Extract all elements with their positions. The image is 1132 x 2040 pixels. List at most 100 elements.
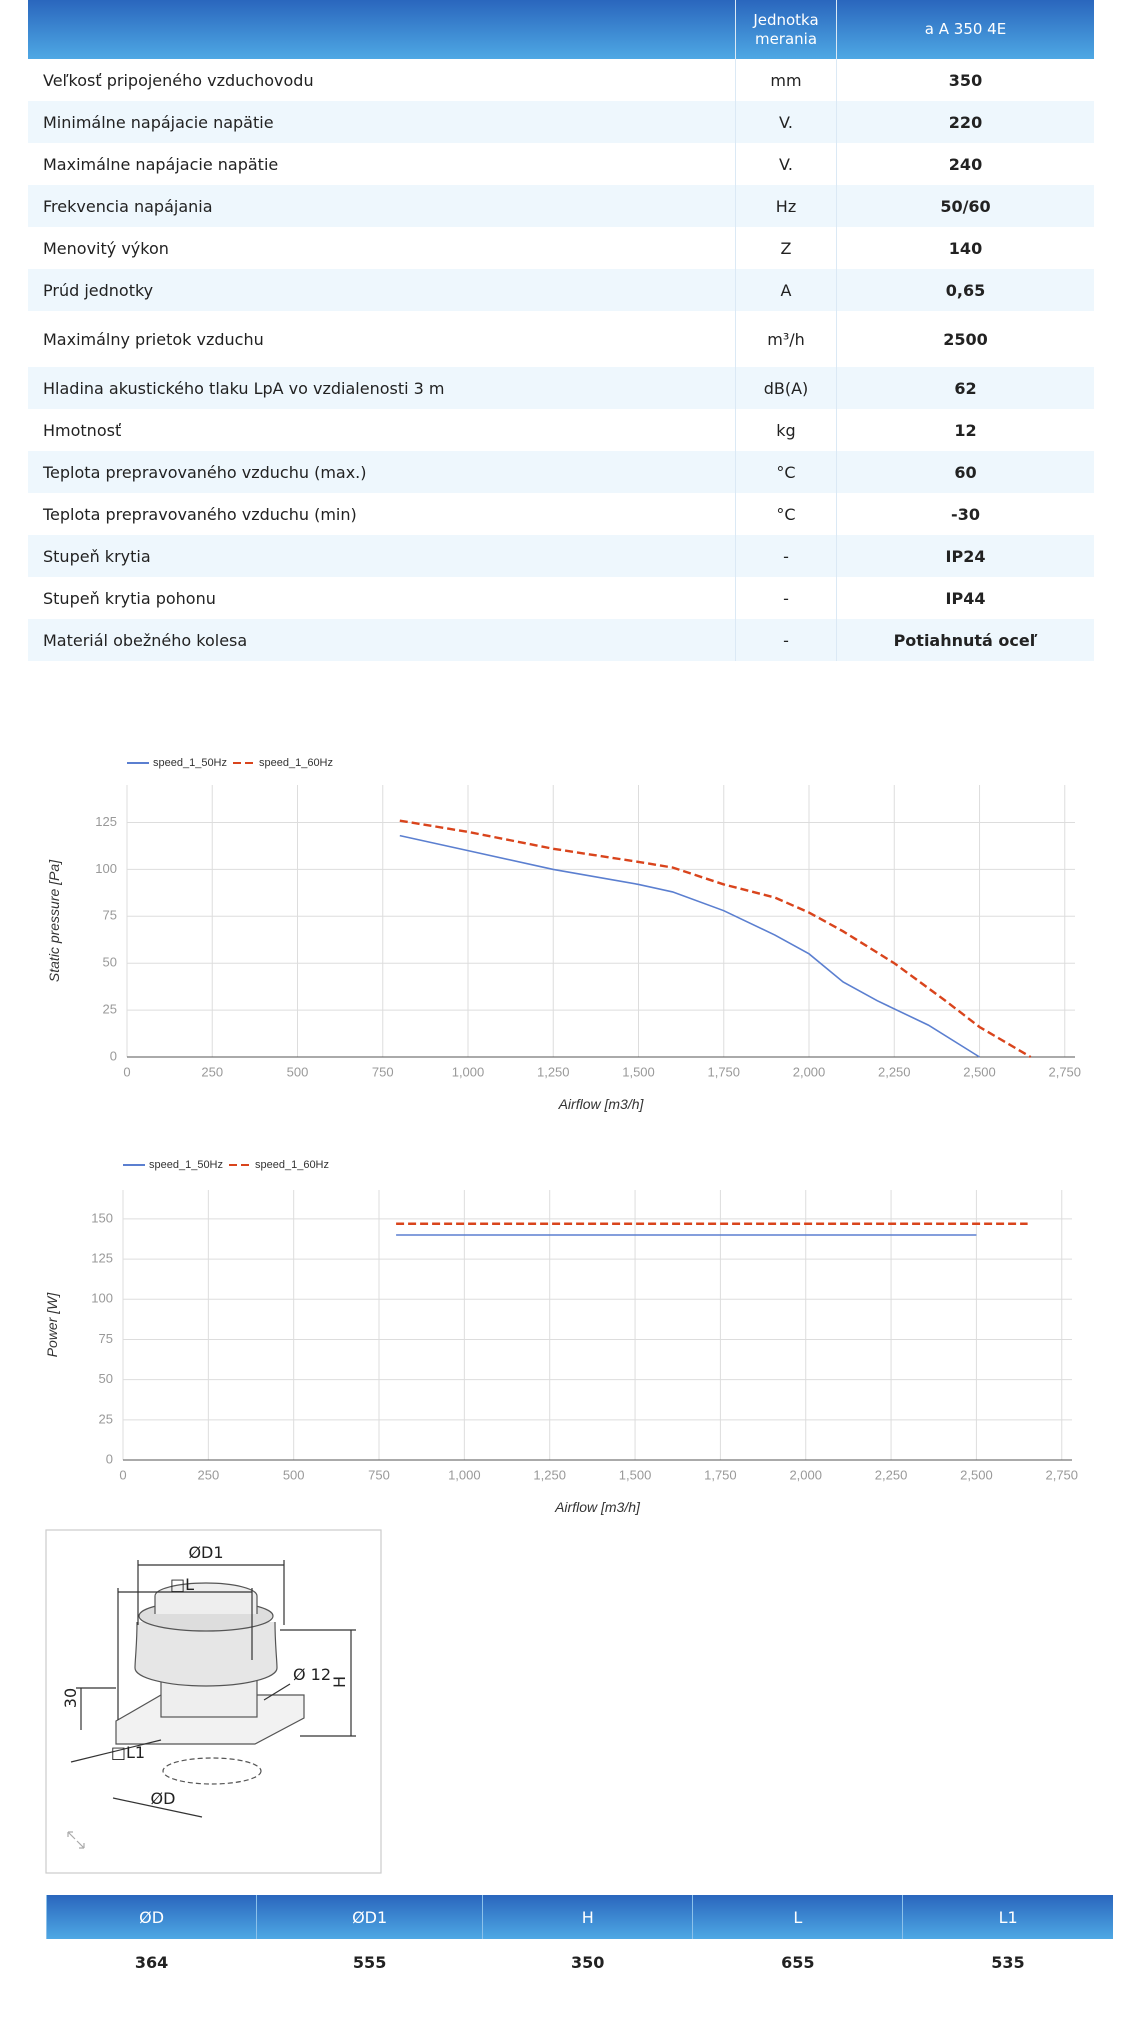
y-tick-label: 50 bbox=[99, 1371, 113, 1386]
x-tick-label: 1,000 bbox=[448, 1467, 481, 1482]
x-tick-label: 2,250 bbox=[878, 1064, 911, 1079]
spec-label: Stupeň krytia pohonu bbox=[43, 588, 216, 608]
spec-value: Potiahnutá oceľ bbox=[836, 619, 1094, 661]
spec-value: 62 bbox=[836, 367, 1094, 409]
x-tick-label: 2,000 bbox=[789, 1467, 822, 1482]
dim-values: 364 555 350 655 535 bbox=[47, 1939, 1114, 1985]
x-tick-label: 2,500 bbox=[960, 1467, 993, 1482]
spec-value: 350 bbox=[836, 59, 1094, 101]
y-tick-label: 100 bbox=[91, 1291, 113, 1306]
spec-label: Menovitý výkon bbox=[43, 238, 169, 258]
y-tick-label: 150 bbox=[91, 1210, 113, 1225]
diagram bbox=[45, 1529, 382, 1874]
dim-value: 364 bbox=[134, 1952, 169, 1972]
cap bbox=[154, 1582, 258, 1614]
x-tick-label: 500 bbox=[283, 1467, 305, 1482]
spec-row: Maximálny prietok vzduchu m³/h 2500 bbox=[28, 311, 1094, 367]
x-tick-label: 500 bbox=[287, 1064, 309, 1079]
spec-row: Minimálne napájacie napätie V. 220 bbox=[28, 101, 1094, 143]
dim-label: □L1 bbox=[111, 1743, 145, 1762]
y-tick-label: 25 bbox=[103, 1002, 117, 1017]
dim-label: Ø 12 bbox=[293, 1665, 331, 1684]
spec-unit: A bbox=[735, 269, 837, 311]
y-axis-title: Static pressure [Pa] bbox=[46, 859, 62, 982]
legend-label: speed_1_50Hz bbox=[153, 757, 227, 769]
duct bbox=[162, 1757, 262, 1785]
header-cell: Jednotka merania bbox=[735, 0, 837, 59]
y-tick-label: 125 bbox=[91, 1251, 113, 1266]
spec-row: Hmotnosť kg 12 bbox=[28, 409, 1094, 451]
spec-row: Stupeň krytia - IP24 bbox=[28, 535, 1094, 577]
dim-value: 535 bbox=[991, 1952, 1025, 1972]
legend-label: speed_1_60Hz bbox=[255, 1159, 329, 1171]
dimension-lines bbox=[70, 1560, 356, 1818]
header-cell: a A 350 4E bbox=[836, 0, 1094, 59]
spec-value: 50/60 bbox=[836, 185, 1094, 227]
spec-value: IP44 bbox=[836, 577, 1094, 619]
x-tick-label: 1,500 bbox=[619, 1467, 652, 1482]
expand-icon bbox=[67, 1831, 85, 1849]
dimensions-table: ØD ØD1 H L L1 364 555 350 655 535 bbox=[45, 1895, 1114, 1985]
spec-label: Frekvencia napájania bbox=[28, 185, 736, 227]
spec-label: Hladina akustického tlaku LpA vo vzdiale… bbox=[28, 367, 736, 409]
spec-row: Prúd jednotky A 0,65 bbox=[28, 269, 1094, 311]
x-tick-label: 2,750 bbox=[1048, 1064, 1081, 1079]
spec-label: Hmotnosť bbox=[43, 420, 122, 440]
spec-value: 140 bbox=[836, 227, 1094, 269]
spec-row: Hladina akustického tlaku LpA vo vzdiale… bbox=[28, 367, 1094, 409]
legend-label: speed_1_50Hz bbox=[149, 1159, 223, 1171]
x-tick-label: 750 bbox=[372, 1064, 394, 1079]
chart: 0 25 50 75 100 125 150 0 250 500 750 1,000 1,250 1,50… bbox=[44, 1159, 1078, 1515]
x-tick-label: 1,250 bbox=[533, 1467, 566, 1482]
spec-label: Maximálne napájacie napätie bbox=[43, 154, 279, 174]
spec-label: Maximálny prietok vzduchu bbox=[43, 329, 264, 349]
spec-label: Prúd jednotky bbox=[28, 269, 736, 311]
spec-unit: kg bbox=[735, 409, 837, 451]
x-tick-label: 1,000 bbox=[452, 1064, 485, 1079]
spec-value: IP24 bbox=[836, 535, 1094, 577]
spec-label: Materiál obežného kolesa bbox=[28, 619, 736, 661]
y-tick-label: 0 bbox=[110, 1048, 117, 1063]
series-line bbox=[399, 834, 980, 1058]
spec-value: -30 bbox=[836, 493, 1094, 535]
dim-value: 555 bbox=[352, 1952, 387, 1972]
y-tick-label: 125 bbox=[95, 814, 117, 829]
series-line bbox=[399, 819, 1032, 1059]
dim-header-cell: ØD1 bbox=[256, 1895, 483, 1939]
x-tick-label: 1,500 bbox=[622, 1064, 655, 1079]
spec-unit: - bbox=[735, 577, 837, 619]
dim-header-cell: L bbox=[692, 1895, 903, 1939]
spec-row: Teplota prepravovaného vzduchu (max.) °C 6… bbox=[28, 451, 1094, 493]
spec-row: Veľkosť pripojeného vzduchovodu mm 350 bbox=[28, 59, 1094, 101]
x-tick-label: 1,750 bbox=[707, 1064, 740, 1079]
spec-value: 60 bbox=[836, 451, 1094, 493]
spec-row: Maximálne napájacie napätie V. 240 bbox=[28, 143, 1094, 185]
x-tick-label: 250 bbox=[197, 1467, 219, 1482]
x-tick-label: 0 bbox=[123, 1064, 130, 1079]
spec-unit: - bbox=[735, 535, 837, 577]
spec-unit: °C bbox=[735, 451, 837, 493]
x-tick-label: 2,750 bbox=[1045, 1467, 1078, 1482]
diagram-frame bbox=[45, 1529, 382, 1874]
spec-label: Teplota prepravovaného vzduchu (min) bbox=[43, 504, 357, 524]
x-axis-title: Airflow [m3/h] bbox=[558, 1096, 645, 1112]
spec-unit: - bbox=[735, 619, 837, 661]
y-tick-label: 0 bbox=[106, 1451, 113, 1466]
dim-header-cell: H bbox=[482, 1895, 693, 1939]
spec-label: Stupeň krytia bbox=[28, 535, 736, 577]
x-tick-label: 0 bbox=[119, 1467, 126, 1482]
legend-label: speed_1_60Hz bbox=[259, 757, 333, 769]
spec-row: Frekvencia napájania Hz 50/60 bbox=[28, 185, 1094, 227]
dim-header-cell: L1 bbox=[902, 1895, 1113, 1939]
spec-row: Materiál obežného kolesa - Potiahnutá oceľ bbox=[28, 619, 1094, 661]
dim-label: 30 bbox=[61, 1688, 80, 1708]
dim-value: 350 bbox=[571, 1952, 605, 1972]
y-axis-title: Power [W] bbox=[44, 1292, 60, 1358]
spec-table: Jednotka merania a A 350 4E Veľkosť prip… bbox=[28, 0, 1094, 661]
spec-unit: V. bbox=[735, 101, 837, 143]
spec-unit: Hz bbox=[735, 185, 837, 227]
spec-unit: dB(A) bbox=[735, 367, 837, 409]
spec-row: Stupeň krytia pohonu - IP44 bbox=[28, 577, 1094, 619]
